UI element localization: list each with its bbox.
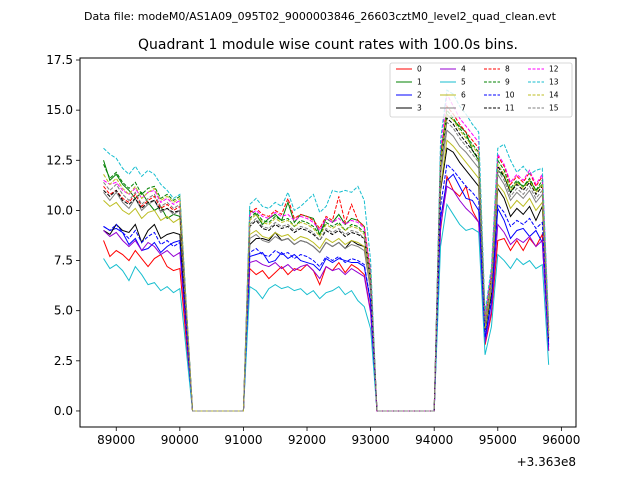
series-line-5 — [103, 203, 550, 412]
x-tick-label: 90000 — [161, 433, 199, 447]
series-line-14 — [103, 113, 550, 412]
suptitle: Data file: modeM0/AS1A09_095T02_90000038… — [84, 10, 557, 23]
legend-label-14: 14 — [549, 91, 559, 100]
legend-label-7: 7 — [461, 104, 466, 113]
x-tick-label: 96000 — [542, 433, 580, 447]
y-tick-label: 7.5 — [54, 254, 73, 268]
legend-label-5: 5 — [461, 78, 466, 87]
series-line-2 — [103, 173, 550, 412]
legend-label-9: 9 — [505, 78, 510, 87]
x-axis: 89000 90000 91000 92000 93000 94000 95000 96000 — [97, 427, 580, 447]
legend-label-8: 8 — [505, 65, 510, 74]
plot-frame — [79, 57, 577, 428]
series-line-8 — [103, 104, 550, 412]
y-tick-label: 5.0 — [54, 304, 73, 318]
legend-label-2: 2 — [417, 91, 422, 100]
x-tick-label: 89000 — [97, 433, 135, 447]
legend-label-3: 3 — [417, 104, 422, 113]
y-axis: 0.0 2.5 5.0 7.5 10.0 12.5 15.0 17.5 — [46, 53, 80, 418]
plot-area: 89000 90000 91000 92000 93000 94000 95000 96000… — [46, 53, 580, 469]
chart-title: Quadrant 1 module wise count rates with … — [138, 37, 518, 53]
series-line-11 — [103, 117, 550, 412]
x-tick-label: 95000 — [479, 433, 517, 447]
legend-label-1: 1 — [417, 78, 422, 87]
series-line-13 — [103, 89, 550, 412]
series-line-6 — [103, 139, 550, 412]
series-line-4 — [103, 185, 550, 412]
x-tick-label: 91000 — [224, 433, 262, 447]
series-line-10 — [103, 163, 550, 412]
series-layer — [103, 89, 550, 412]
legend-label-4: 4 — [461, 65, 466, 74]
legend-label-13: 13 — [549, 78, 559, 87]
y-tick-label: 2.5 — [54, 354, 73, 368]
series-line-12 — [103, 92, 550, 412]
y-tick-label: 0.0 — [54, 404, 73, 418]
series-line-7 — [103, 129, 550, 412]
offset-text: +3.363e8 — [517, 455, 576, 469]
y-tick-label: 17.5 — [46, 53, 73, 67]
y-tick-label: 12.5 — [46, 153, 73, 167]
legend-label-0: 0 — [417, 65, 422, 74]
legend-label-11: 11 — [505, 104, 515, 113]
legend-label-10: 10 — [505, 91, 515, 100]
x-tick-label: 94000 — [415, 433, 453, 447]
series-line-15 — [103, 121, 550, 412]
legend-label-15: 15 — [549, 104, 559, 113]
x-tick-label: 92000 — [288, 433, 326, 447]
legend-label-6: 6 — [461, 91, 466, 100]
y-tick-label: 15.0 — [46, 103, 73, 117]
y-tick-label: 10.0 — [46, 203, 73, 217]
x-tick-label: 93000 — [352, 433, 390, 447]
legend-label-12: 12 — [549, 65, 559, 74]
legend-frame — [389, 62, 573, 118]
